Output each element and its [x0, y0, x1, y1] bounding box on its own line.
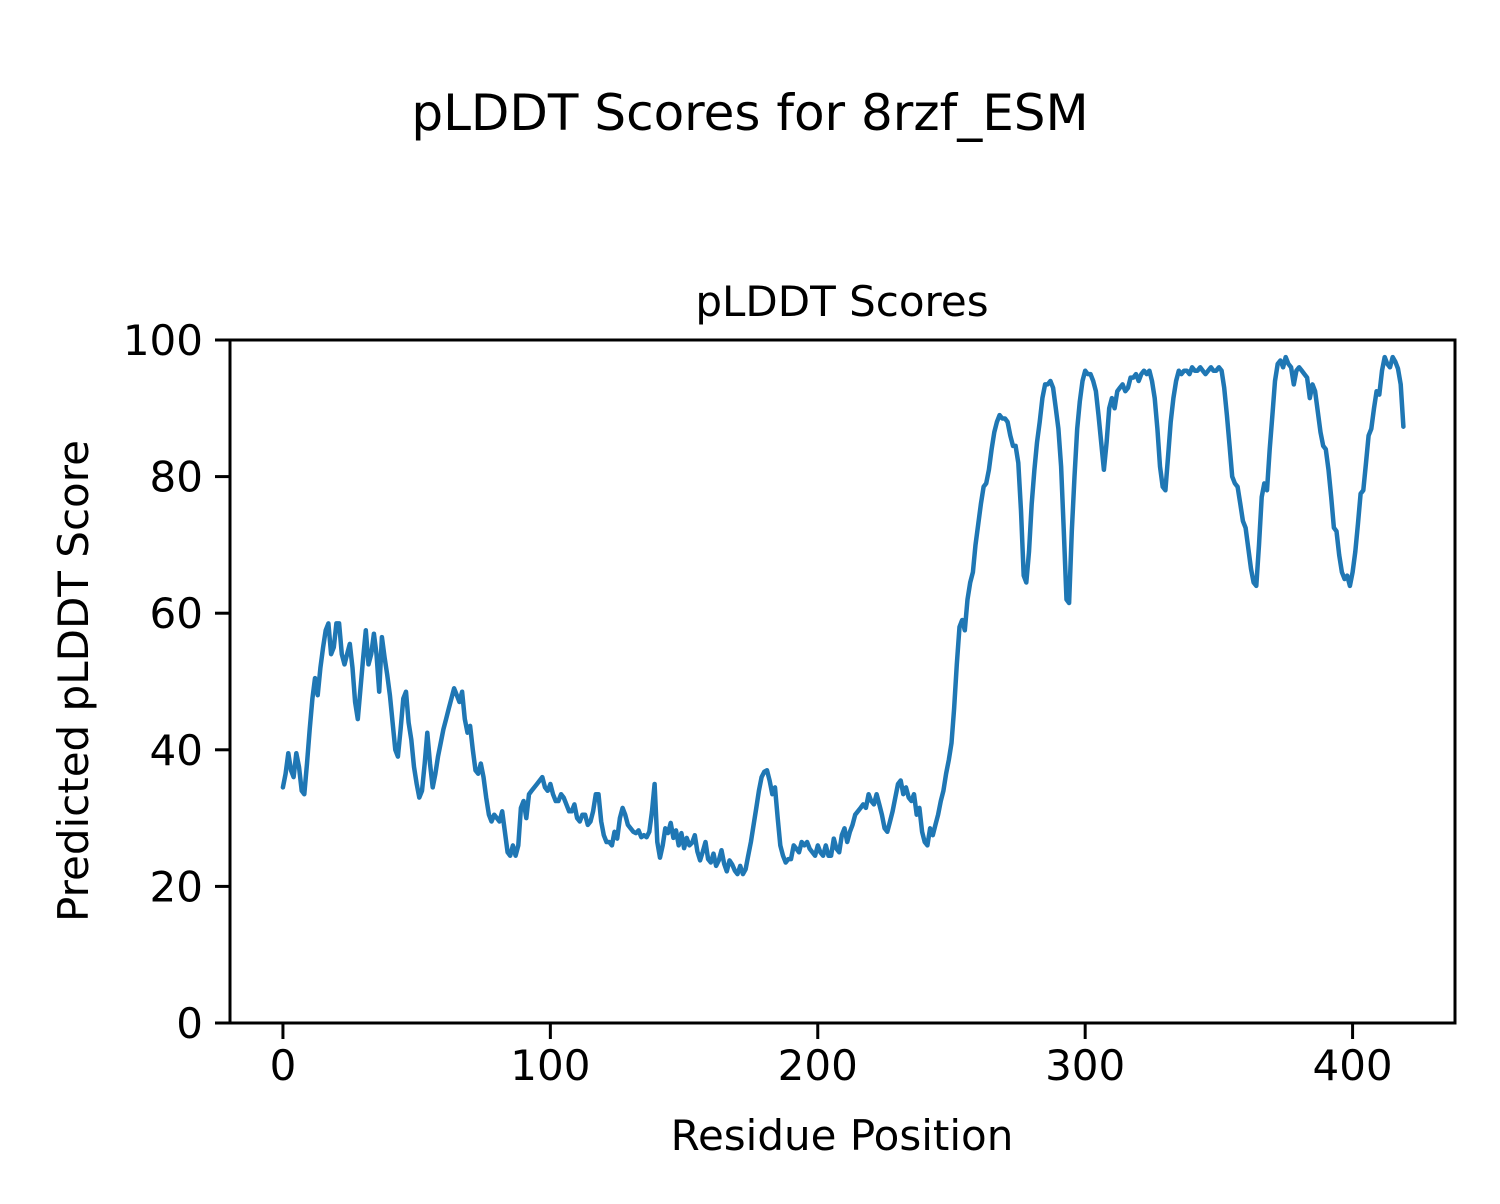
y-tick-label: 20 [150, 862, 203, 911]
figure-title: pLDDT Scores for 8rzf_ESM [411, 84, 1088, 142]
x-tick-label: 0 [270, 1041, 297, 1090]
y-axis-label: Predicted pLDDT Score [49, 440, 98, 922]
x-axis-label: Residue Position [671, 1111, 1014, 1160]
y-tick-label: 0 [176, 999, 203, 1048]
x-tick-label: 100 [510, 1041, 590, 1090]
plddt-line [280, 354, 1406, 877]
x-tick-label: 400 [1312, 1041, 1392, 1090]
y-tick-label: 60 [150, 589, 203, 638]
y-axis-ticks: 0 20 40 60 80 100 [123, 316, 230, 1048]
y-tick-label: 100 [123, 316, 203, 365]
y-tick-label: 40 [150, 726, 203, 775]
axes-title: pLDDT Scores [695, 277, 988, 326]
x-tick-label: 300 [1045, 1041, 1125, 1090]
axes-frame [228, 338, 1457, 1025]
x-tick-label: 200 [778, 1041, 858, 1090]
x-axis-ticks: 0 100 200 300 400 [270, 1023, 1393, 1090]
y-tick-label: 80 [150, 453, 203, 502]
